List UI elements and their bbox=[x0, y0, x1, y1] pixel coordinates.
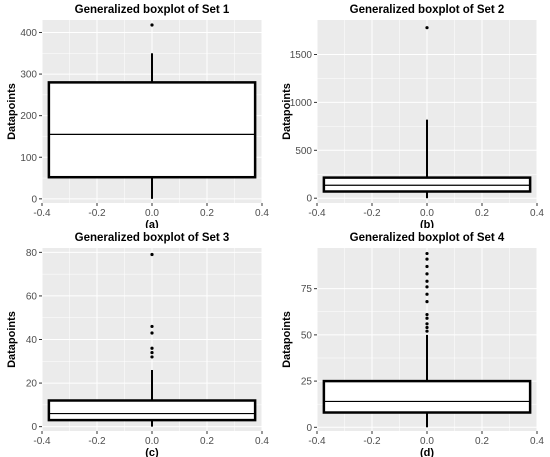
y-tick-label: 0 bbox=[306, 194, 312, 205]
y-tick-label: 0 bbox=[306, 423, 312, 434]
outlier-point bbox=[425, 264, 429, 269]
y-tick-label: 200 bbox=[20, 111, 37, 122]
boxplot-c-svg: -0.4 -0.2 0.0 0.2 0.4 0 20 40 60 80 Generalized bo… bbox=[6, 232, 269, 457]
x-tick-label: 0.2 bbox=[475, 436, 489, 447]
y-tick-label: 60 bbox=[26, 291, 38, 302]
y-tick-label: 20 bbox=[26, 379, 38, 390]
x-tick-label: -0.4 bbox=[33, 208, 51, 219]
y-tick-label: 75 bbox=[301, 284, 313, 295]
outlier-point bbox=[425, 325, 429, 330]
x-tick-label: 0.2 bbox=[475, 208, 489, 219]
outlier-point bbox=[150, 324, 154, 329]
y-axis-title: Datapoints bbox=[6, 311, 18, 368]
x-tick-label: -0.4 bbox=[308, 208, 326, 219]
outlier-point bbox=[425, 251, 429, 256]
x-tick-label: 0.2 bbox=[200, 208, 214, 219]
y-axis-title: Datapoints bbox=[281, 311, 293, 368]
boxplot-b-svg: -0.4 -0.2 0.0 0.2 0.4 0 500 1000 1500 Generalized… bbox=[281, 4, 544, 228]
panel-sublabel: (d) bbox=[420, 447, 434, 457]
outlier-point bbox=[425, 329, 429, 333]
outlier-point bbox=[425, 272, 429, 276]
y-tick-label: 80 bbox=[26, 248, 38, 259]
outlier-point bbox=[425, 300, 429, 304]
x-tick-label: 0.0 bbox=[420, 436, 434, 447]
y-axis-title: Datapoints bbox=[6, 83, 18, 140]
panel-sublabel: (b) bbox=[420, 219, 434, 228]
y-tick-label: 100 bbox=[20, 153, 37, 164]
y-tick-label: 50 bbox=[301, 330, 313, 341]
outlier-point bbox=[150, 252, 154, 257]
x-tick-label: -0.2 bbox=[363, 436, 381, 447]
outlier-point bbox=[425, 316, 429, 320]
boxplot-d-svg: -0.4 -0.2 0.0 0.2 0.4 0 25 50 75 Generalized boxp… bbox=[281, 232, 544, 457]
outlier-point bbox=[425, 322, 429, 326]
outlier-point bbox=[150, 355, 154, 359]
boxplot-panel-c: -0.4 -0.2 0.0 0.2 0.4 0 20 40 60 80 Generalized bo… bbox=[0, 228, 275, 457]
iqr-box bbox=[322, 379, 532, 414]
panel-sublabel: (a) bbox=[145, 219, 159, 228]
outlier-point bbox=[425, 26, 429, 30]
iqr-box bbox=[47, 81, 257, 179]
iqr-box bbox=[47, 399, 257, 422]
boxplot-a-svg: -0.4 -0.2 0.0 0.2 0.4 0 100 200 300 400 Generalize… bbox=[6, 4, 269, 228]
x-tick-label: 0.4 bbox=[530, 436, 544, 447]
y-tick-label: 500 bbox=[295, 146, 312, 157]
boxplot-panel-a: -0.4 -0.2 0.0 0.2 0.4 0 100 200 300 400 Generalize… bbox=[0, 0, 275, 228]
x-tick-label: 0.0 bbox=[145, 436, 159, 447]
outlier-point bbox=[425, 285, 429, 289]
chart-title: Generalized boxplot of Set 4 bbox=[350, 232, 505, 244]
x-tick-label: -0.2 bbox=[88, 436, 106, 447]
y-tick-label: 400 bbox=[20, 28, 37, 39]
panel-sublabel: (c) bbox=[145, 447, 159, 457]
x-tick-label: 0.4 bbox=[530, 208, 544, 219]
x-tick-label: -0.4 bbox=[308, 436, 326, 447]
x-tick-label: 0.4 bbox=[255, 436, 269, 447]
outlier-point bbox=[425, 292, 429, 296]
chart-title: Generalized boxplot of Set 3 bbox=[75, 232, 230, 244]
x-tick-label: -0.2 bbox=[363, 208, 381, 219]
outlier-point bbox=[425, 279, 429, 283]
outlier-point bbox=[150, 346, 154, 350]
x-tick-label: -0.2 bbox=[88, 208, 106, 219]
y-tick-label: 0 bbox=[31, 194, 37, 205]
x-tick-label: 0.0 bbox=[420, 208, 434, 219]
outlier-point bbox=[150, 331, 154, 335]
outlier-point bbox=[150, 23, 154, 27]
x-tick-label: 0.0 bbox=[145, 208, 159, 219]
y-tick-label: 25 bbox=[301, 377, 313, 388]
y-tick-label: 1000 bbox=[290, 98, 313, 109]
y-axis-title: Datapoints bbox=[281, 83, 293, 140]
boxplot-panel-b: -0.4 -0.2 0.0 0.2 0.4 0 500 1000 1500 Generalized… bbox=[275, 0, 550, 228]
boxplot-panel-d: -0.4 -0.2 0.0 0.2 0.4 0 25 50 75 Generalized boxp… bbox=[275, 228, 550, 457]
outlier-point bbox=[425, 312, 429, 317]
x-tick-label: 0.2 bbox=[200, 436, 214, 447]
chart-title: Generalized boxplot of Set 1 bbox=[75, 4, 230, 16]
outlier-point bbox=[425, 257, 429, 261]
chart-title: Generalized boxplot of Set 2 bbox=[350, 4, 505, 16]
y-tick-label: 300 bbox=[20, 70, 37, 81]
x-tick-label: 0.4 bbox=[255, 208, 269, 219]
x-tick-label: -0.4 bbox=[33, 436, 51, 447]
y-tick-label: 1500 bbox=[290, 50, 313, 61]
y-tick-label: 0 bbox=[31, 422, 37, 433]
outlier-point bbox=[150, 350, 154, 355]
y-tick-label: 40 bbox=[26, 335, 38, 346]
iqr-box bbox=[322, 176, 532, 193]
